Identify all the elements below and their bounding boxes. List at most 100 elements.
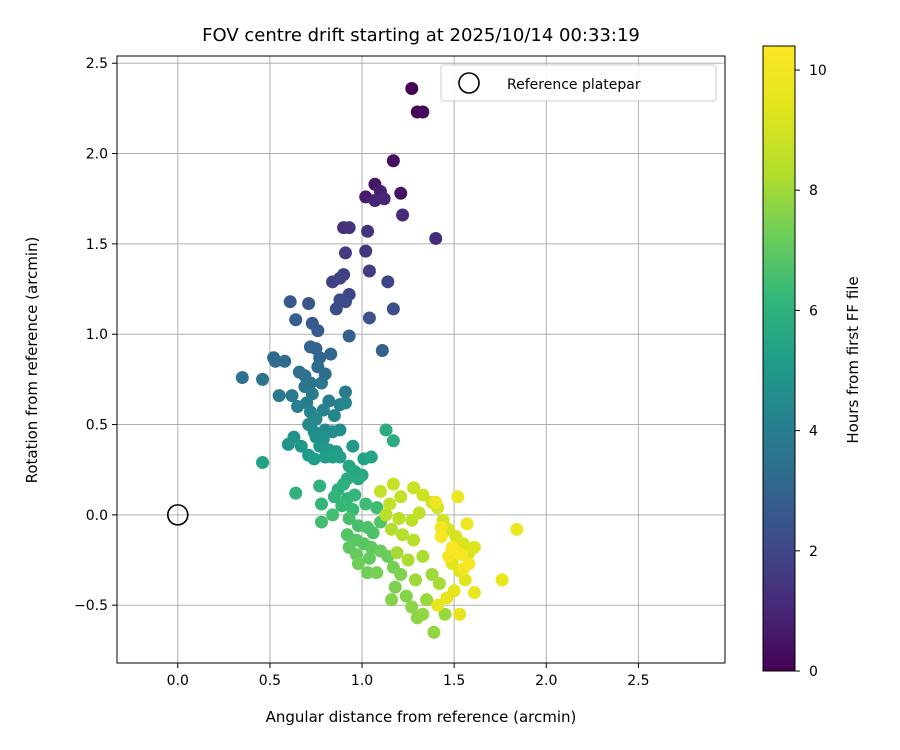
scatter-point xyxy=(278,354,292,368)
scatter-point xyxy=(427,625,441,639)
scatter-point xyxy=(333,271,347,285)
scatter-point xyxy=(379,508,393,522)
scatter-point xyxy=(377,192,391,206)
colorbar-tick-label: 4 xyxy=(809,424,818,440)
y-axis-label: Rotation from reference (arcmin) xyxy=(23,237,41,484)
scatter-point xyxy=(467,540,481,554)
scatter-point xyxy=(510,522,524,536)
scatter-point xyxy=(359,244,373,258)
chart-title: FOV centre drift starting at 2025/10/14 … xyxy=(202,25,640,46)
colorbar-label: Hours from first FF file xyxy=(844,276,862,443)
scatter-point xyxy=(434,530,448,544)
scatter-point xyxy=(392,511,406,525)
x-tick-label: 0.0 xyxy=(167,673,189,689)
legend-label: Reference platepar xyxy=(507,77,641,93)
y-tick-label: 0.5 xyxy=(86,418,108,434)
scatter-point xyxy=(361,566,375,580)
reference-platepar-marker xyxy=(167,504,189,526)
scatter-point xyxy=(386,302,400,316)
scatter-point xyxy=(445,540,459,554)
scatter-point xyxy=(342,329,356,343)
scatter-point xyxy=(333,293,347,307)
scatter-point xyxy=(412,506,426,520)
scatter-point xyxy=(386,434,400,448)
colorbar-tick-label: 6 xyxy=(809,303,818,319)
scatter-point xyxy=(316,403,330,417)
legend: Reference platepar xyxy=(440,64,717,102)
scatter-point xyxy=(408,573,422,587)
scatter-point xyxy=(375,343,389,357)
scatter-point xyxy=(407,533,421,547)
scatter-point xyxy=(394,567,408,581)
scatter-point xyxy=(379,423,393,437)
scatter-point xyxy=(362,264,376,278)
scatter-point xyxy=(467,586,481,600)
y-tick-label: 2.0 xyxy=(86,147,108,163)
scatter-point xyxy=(434,521,448,535)
scatter-point xyxy=(348,488,362,502)
x-tick-label: 2.0 xyxy=(535,673,557,689)
scatter-point xyxy=(381,275,395,289)
scatter-point xyxy=(361,224,375,238)
plot-frame xyxy=(116,55,726,664)
scatter-points xyxy=(235,82,524,639)
scatter-point xyxy=(311,324,325,338)
scatter-point xyxy=(370,501,384,515)
scatter-point xyxy=(333,450,347,464)
scatter-point xyxy=(283,295,297,309)
scatter-point xyxy=(386,154,400,168)
scatter-point xyxy=(458,573,472,587)
x-axis-label: Angular distance from reference (arcmin) xyxy=(266,708,577,726)
scatter-point xyxy=(453,607,467,621)
colorbar-tick-label: 8 xyxy=(809,183,818,199)
scatter-point xyxy=(289,313,303,327)
y-axis-ticks: −0.5 0.0 0.5 1.0 1.5 2.0 2.5 xyxy=(74,56,117,614)
scatter-point xyxy=(388,580,402,594)
scatter-point xyxy=(394,186,408,200)
scatter-point xyxy=(390,546,404,560)
colorbar-tick-label: 2 xyxy=(809,544,818,560)
y-tick-label: 1.5 xyxy=(86,237,108,253)
x-tick-label: 1.5 xyxy=(443,673,465,689)
scatter-point xyxy=(315,497,329,511)
scatter-point xyxy=(268,354,282,368)
scatter-point xyxy=(405,600,419,614)
scatter-point xyxy=(416,105,430,119)
scatter-point xyxy=(416,488,430,502)
scatter-point xyxy=(364,450,378,464)
scatter-point xyxy=(460,517,474,531)
x-axis-ticks: 0.0 0.5 1.0 1.5 2.0 2.5 xyxy=(167,663,650,689)
scatter-point xyxy=(401,553,415,567)
y-tick-label: 2.5 xyxy=(86,56,108,72)
scatter-point xyxy=(289,486,303,500)
scatter-point xyxy=(346,439,360,453)
scatter-point xyxy=(407,481,421,495)
x-tick-label: 1.0 xyxy=(351,673,373,689)
legend-marker xyxy=(458,72,480,94)
scatter-point xyxy=(385,593,399,607)
scatter-point xyxy=(495,573,509,587)
scatter-point xyxy=(302,296,316,310)
scatter-point xyxy=(315,515,329,529)
x-tick-label: 2.5 xyxy=(627,673,649,689)
scatter-point xyxy=(324,347,338,361)
scatter-point xyxy=(338,246,352,260)
scatter-point xyxy=(256,455,270,469)
colorbar-tick-label: 0 xyxy=(809,664,818,680)
scatter-point xyxy=(431,598,445,612)
scatter-point xyxy=(351,557,365,571)
scatter-point xyxy=(383,497,397,511)
scatter-point xyxy=(362,551,376,565)
scatter-point xyxy=(335,499,349,513)
scatter-point xyxy=(416,607,430,621)
scatter-point xyxy=(338,396,352,410)
scatter-point xyxy=(385,522,399,536)
scatter-point xyxy=(394,490,408,504)
scatter-point xyxy=(386,477,400,491)
colorbar-tick-label: 10 xyxy=(809,63,827,79)
scatter-point xyxy=(429,231,443,245)
scatter-point xyxy=(342,221,356,235)
y-tick-label: 1.0 xyxy=(86,327,108,343)
scatter-point xyxy=(342,511,356,525)
